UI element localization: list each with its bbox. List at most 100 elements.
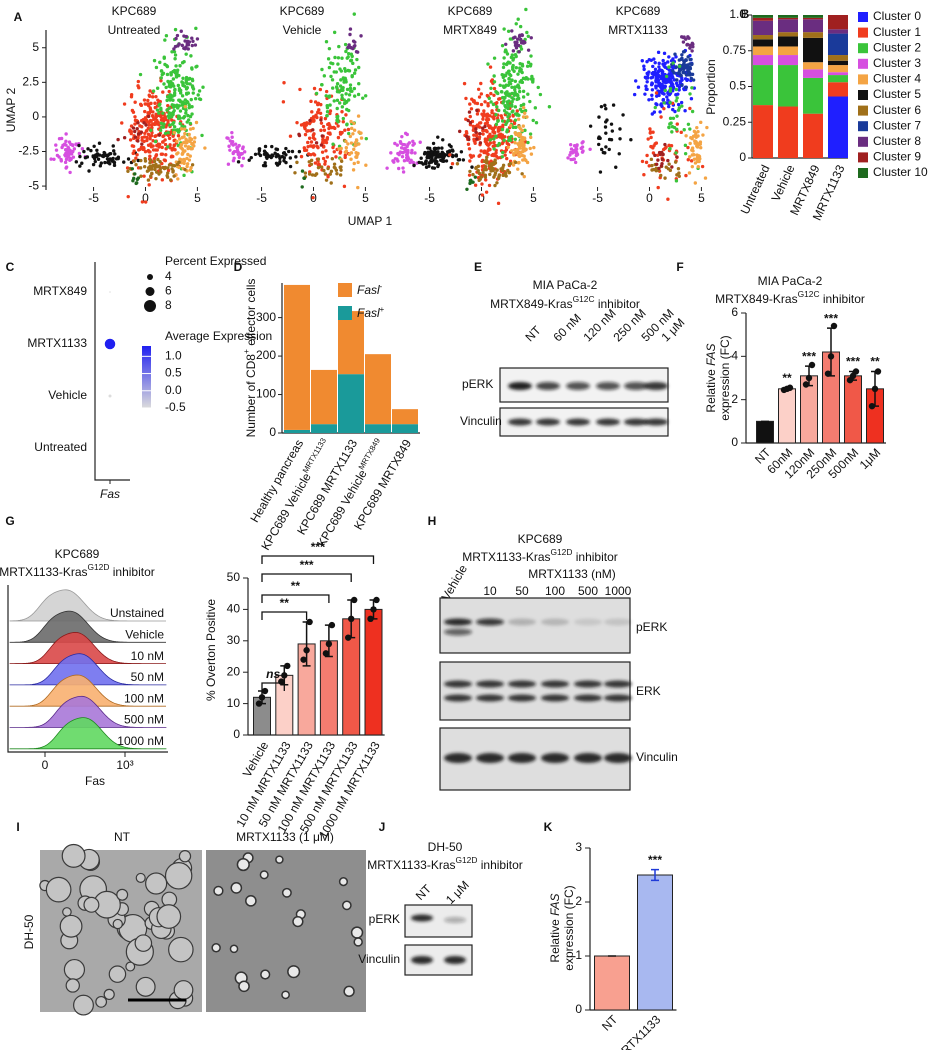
umap-cell bbox=[506, 62, 509, 65]
umap-cell bbox=[147, 178, 150, 181]
umap-cell bbox=[518, 62, 521, 65]
cell bbox=[169, 937, 193, 961]
umap-cell bbox=[514, 138, 517, 141]
umap-cell bbox=[413, 151, 416, 154]
label-part: FAS bbox=[704, 343, 718, 365]
y-tick-label: 10 bbox=[227, 696, 241, 710]
umap-cell bbox=[68, 156, 71, 159]
umap-cell bbox=[463, 82, 466, 85]
umap-cell bbox=[518, 69, 521, 72]
cell-line-label: DH-50 bbox=[22, 914, 36, 949]
umap-cell bbox=[310, 140, 313, 143]
umap-cell bbox=[532, 146, 535, 149]
umap-cell bbox=[468, 159, 471, 162]
umap-cell bbox=[92, 155, 95, 158]
umap-cell bbox=[645, 80, 648, 83]
umap-cell bbox=[659, 115, 662, 118]
umap-cell bbox=[347, 43, 350, 46]
x-tick-label: -5 bbox=[88, 191, 99, 205]
umap-cell bbox=[232, 157, 235, 160]
umap-cell bbox=[525, 76, 528, 79]
umap-cell bbox=[670, 130, 673, 133]
cell bbox=[260, 871, 268, 879]
legend-label: Fasl- bbox=[357, 282, 383, 298]
umap-cell bbox=[661, 59, 664, 62]
umap-cell bbox=[319, 129, 322, 132]
cell bbox=[96, 997, 107, 1008]
umap-cell bbox=[480, 103, 483, 106]
umap-cell bbox=[548, 105, 551, 108]
legend-label: 0.5 bbox=[165, 366, 182, 380]
umap-cell bbox=[529, 54, 532, 57]
umap-cell bbox=[355, 58, 358, 61]
umap-cell bbox=[340, 110, 343, 113]
umap-cell bbox=[517, 97, 520, 100]
umap-cell bbox=[683, 71, 686, 74]
umap-cell bbox=[184, 141, 187, 144]
umap-cell bbox=[510, 135, 513, 138]
x-axis-label: UMAP 1 bbox=[348, 214, 393, 228]
umap-cell bbox=[349, 135, 352, 138]
umap-cell bbox=[614, 166, 617, 169]
y-tick-label: 3 bbox=[575, 840, 582, 854]
umap-cell bbox=[493, 87, 496, 90]
umap-cell bbox=[167, 90, 170, 93]
umap-cell bbox=[166, 171, 169, 174]
umap-cell bbox=[176, 34, 179, 37]
umap-cell bbox=[337, 45, 340, 48]
umap-cell bbox=[309, 144, 312, 147]
umap-cell bbox=[684, 86, 687, 89]
x-tick-label: 5 bbox=[698, 191, 705, 205]
umap-cell bbox=[167, 114, 170, 117]
umap-cell bbox=[451, 155, 454, 158]
umap-cell bbox=[405, 156, 408, 159]
umap-cell bbox=[478, 153, 481, 156]
umap-cell bbox=[184, 144, 187, 147]
lane-label: NT bbox=[413, 881, 435, 903]
bar-segment bbox=[753, 18, 773, 21]
umap-cell bbox=[86, 147, 89, 150]
umap-cell bbox=[610, 122, 613, 125]
bar-segment bbox=[828, 65, 848, 72]
umap-cell bbox=[171, 113, 174, 116]
umap-cell bbox=[510, 149, 513, 152]
umap-cell bbox=[502, 139, 505, 142]
umap-cell bbox=[490, 80, 493, 83]
umap-cell bbox=[705, 126, 708, 129]
blot-band bbox=[604, 753, 632, 763]
legend-swatch bbox=[338, 306, 352, 320]
umap-cell bbox=[139, 166, 142, 169]
dose-title: MRTX1133 (nM) bbox=[528, 567, 616, 581]
umap-cell bbox=[132, 126, 135, 129]
umap-cell bbox=[657, 62, 660, 65]
umap-cell bbox=[484, 137, 487, 140]
bar-segment bbox=[828, 29, 848, 33]
panel-letter: F bbox=[676, 260, 683, 274]
umap-cell bbox=[503, 96, 506, 99]
umap-cell bbox=[641, 160, 644, 163]
label-part: G12D bbox=[88, 562, 110, 572]
umap-cell bbox=[312, 119, 315, 122]
umap-cell bbox=[448, 153, 451, 156]
cell bbox=[63, 908, 71, 916]
umap-cell bbox=[499, 84, 502, 87]
umap-cell bbox=[642, 68, 645, 71]
label-part: G12C bbox=[798, 289, 820, 299]
umap-cell bbox=[482, 109, 485, 112]
umap-cell bbox=[502, 66, 505, 69]
umap-cell bbox=[495, 105, 498, 108]
umap-cell bbox=[488, 124, 491, 127]
umap-cell bbox=[497, 175, 500, 178]
umap-cell bbox=[483, 100, 486, 103]
lane-label: 50 bbox=[515, 584, 529, 598]
umap-cell bbox=[440, 146, 443, 149]
umap-cell bbox=[674, 65, 677, 68]
umap-cell bbox=[333, 56, 336, 59]
umap-cell bbox=[226, 137, 229, 140]
umap-cell bbox=[503, 79, 506, 82]
y-tick-label: 0.5 bbox=[729, 79, 746, 93]
cell bbox=[246, 896, 256, 906]
umap-cell bbox=[188, 158, 191, 161]
umap-cell bbox=[156, 108, 159, 111]
umap-cell bbox=[139, 73, 142, 76]
